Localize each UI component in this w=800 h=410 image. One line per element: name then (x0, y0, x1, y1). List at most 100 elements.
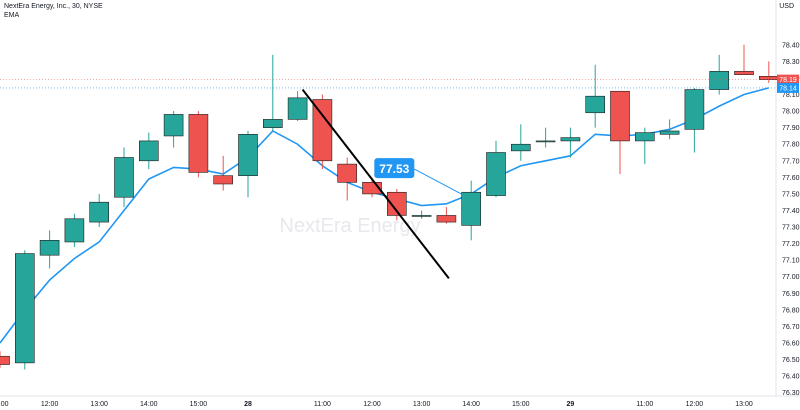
time-tick-label: 11:00 (0, 401, 9, 408)
time-tick-label: 13:00 (90, 401, 108, 408)
time-tick-label: 11:00 (314, 401, 331, 408)
candle-body (15, 253, 35, 364)
candle-body (610, 90, 630, 142)
trendline-segment (301, 88, 450, 280)
time-tick-label: 15:00 (190, 401, 208, 408)
time-tick-label: 29 (567, 401, 575, 408)
price-axis[interactable]: 78.4078.3078.2078.1078.0077.9077.8077.70… (0, 42, 800, 397)
candle (337, 157, 358, 201)
price-tick-label: 77.60 (782, 175, 800, 182)
price-tick-label: 76.90 (782, 291, 800, 298)
candle-body (386, 191, 407, 216)
candles (0, 44, 779, 370)
candle (386, 188, 407, 221)
candle (486, 140, 506, 198)
candle (734, 44, 754, 75)
candle (39, 230, 60, 269)
price-tick-label: 77.70 (782, 158, 800, 165)
price-tick-label: 76.40 (782, 374, 800, 381)
price-tick-label: 76.30 (782, 390, 800, 397)
price-tick-label: 77.10 (782, 258, 800, 265)
time-axis[interactable]: 11:00 12:00 13:00 14:00 15:00 28 11:00 12:00 13:… (0, 401, 753, 408)
time-tick-label: 11:00 (636, 401, 653, 408)
last-price-label: 78.14 (779, 85, 797, 92)
trendline[interactable] (301, 88, 450, 280)
price-tick-label: 77.80 (782, 142, 800, 149)
candle (188, 111, 209, 178)
candle (0, 351, 10, 368)
candle-body (585, 95, 606, 114)
price-tick-label: 77.20 (782, 241, 800, 248)
time-tick-label: 28 (244, 401, 252, 408)
candle (560, 127, 581, 158)
price-tick-label: 78.00 (782, 109, 800, 116)
candle (163, 111, 184, 148)
time-tick-label: 12:00 (41, 401, 59, 408)
candle (585, 64, 606, 128)
candle (312, 94, 333, 170)
time-tick-label: 12:00 (686, 401, 704, 408)
candle-body (535, 140, 556, 143)
candle-body (114, 157, 134, 198)
grid (0, 0, 800, 397)
candle-body (262, 119, 283, 128)
candle (659, 119, 680, 140)
candle-body (188, 114, 209, 173)
price-tick-label: 76.50 (782, 357, 800, 364)
candle-body (0, 355, 10, 365)
candle-body (659, 130, 680, 135)
candle-body (163, 114, 184, 137)
candle (262, 54, 283, 131)
candle (535, 127, 556, 148)
time-tick-label: 12:00 (363, 401, 381, 408)
candle (64, 213, 85, 247)
candle-body (139, 140, 159, 162)
price-tick-label: 76.60 (782, 340, 800, 347)
price-callout[interactable]: 77.53 (374, 158, 462, 195)
candle (610, 90, 630, 175)
candle-body (486, 152, 506, 196)
price-tick-label: 77.30 (782, 225, 800, 232)
currency-label: USD (779, 3, 794, 10)
candle-body (634, 132, 655, 142)
time-tick-label: 15:00 (512, 401, 530, 408)
candle (461, 180, 482, 241)
time-tick-label: 14:00 (462, 401, 480, 408)
candle-body (89, 201, 109, 223)
callout-text: 77.53 (379, 162, 409, 176)
candle (436, 207, 457, 224)
candle (139, 132, 159, 170)
price-tick-label: 77.50 (782, 191, 800, 198)
last-price-label: 78.19 (779, 77, 797, 84)
price-tick-label: 77.40 (782, 208, 800, 215)
last-price-badge (777, 82, 799, 93)
candle-body (213, 175, 233, 185)
candle-body (461, 191, 482, 226)
time-tick-label: 13:00 (735, 401, 753, 408)
candle-body (684, 89, 705, 130)
last-price-badge (777, 74, 799, 85)
candle-body (436, 215, 457, 223)
candle (89, 193, 109, 228)
price-tick-label: 76.70 (782, 324, 800, 331)
candle (684, 87, 705, 153)
candle-body (39, 239, 60, 256)
callout-pointer (414, 168, 462, 195)
candle (510, 124, 531, 161)
callout-box (374, 158, 415, 179)
candle-body (238, 133, 258, 177)
candle-body (411, 215, 432, 217)
candle-body (734, 71, 754, 75)
candle-body (64, 218, 85, 243)
watermark: NextEra Energy (279, 215, 420, 237)
candle (709, 54, 730, 95)
candle (15, 250, 35, 370)
candle-body (758, 76, 779, 80)
price-tick-label: 78.10 (782, 92, 800, 99)
candle (213, 155, 233, 191)
indicator-legend-ema: EMA (4, 12, 20, 19)
price-tick-label: 77.00 (782, 274, 800, 281)
candle-body (560, 137, 581, 142)
chart-header-symbol: NextEra Energy, Inc., 30, NYSE (4, 3, 103, 10)
